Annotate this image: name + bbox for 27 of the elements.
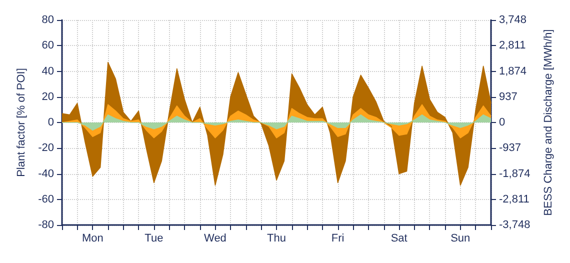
x-tick-label: Wed [204, 232, 226, 244]
y-tick-label: -60 [38, 193, 54, 206]
x-tick-label: Fri [331, 232, 344, 244]
y2-axis-title: BESS Charge and Discharge [MWh/h] [542, 29, 554, 216]
y2-tick-label: -1,874 [499, 168, 530, 180]
x-tick-label: Sat [390, 232, 408, 244]
y-axis-title: Plant factor [% of POI] [16, 68, 28, 177]
y-tick-label: -20 [38, 142, 54, 154]
y-tick-label: 0 [48, 116, 54, 128]
y-tick-label: 80 [42, 14, 54, 26]
y-tick-label: -40 [38, 168, 54, 180]
y-tick-label: 20 [42, 90, 54, 103]
y2-tick-label: 2,811 [499, 40, 526, 52]
y2-tick-label: -937 [499, 142, 522, 154]
y-tick-label: 40 [42, 65, 54, 78]
y2-tick-label: 0 [499, 116, 506, 128]
x-tick-label: Sun [450, 232, 470, 244]
y2-tick-label: -2,811 [499, 193, 530, 206]
y-tick-label: -80 [38, 219, 54, 231]
y2-tick-label: 937 [499, 90, 518, 103]
y-tick-label: 60 [42, 40, 54, 52]
x-tick-label: Mon [82, 232, 104, 244]
x-tick-label: Thu [267, 232, 286, 244]
x-tick-label: Tue [144, 232, 164, 244]
y2-tick-label: 3,748 [499, 14, 527, 26]
y2-tick-label: 1,874 [499, 65, 527, 78]
y2-tick-label: -3,748 [499, 219, 530, 231]
